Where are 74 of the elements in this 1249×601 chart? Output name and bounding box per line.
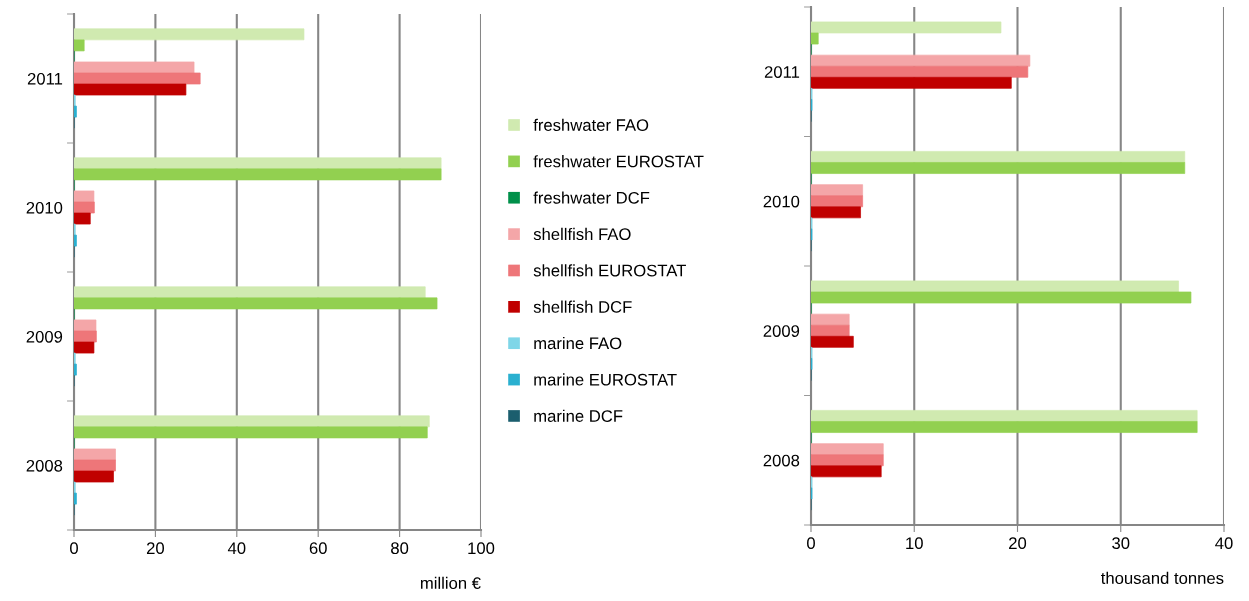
bar <box>74 105 77 118</box>
x-tick-label: 20 <box>1009 537 1027 550</box>
x-tick-label: 10 <box>906 537 923 550</box>
y-tick-label: 2008 <box>26 459 63 472</box>
y-tick-label: 2010 <box>763 195 800 208</box>
legend-label: shellfish EUROSTAT <box>533 264 686 277</box>
bar <box>811 162 1186 174</box>
bar <box>74 415 430 428</box>
bar <box>811 32 819 45</box>
bar <box>74 319 97 332</box>
bar <box>811 313 850 326</box>
bar <box>811 65 1029 78</box>
bar <box>811 410 1198 422</box>
x-tick-label: 40 <box>227 542 246 555</box>
bar <box>74 168 442 181</box>
bar <box>74 212 91 225</box>
bar <box>811 280 1179 293</box>
x-tick-label: 100 <box>468 542 495 555</box>
legend-label: marine DCF <box>534 409 623 422</box>
x-tick-label: 80 <box>391 542 409 555</box>
bar <box>811 465 882 478</box>
bar <box>74 61 195 74</box>
bar <box>811 443 884 456</box>
bar <box>74 83 187 96</box>
bar <box>74 286 426 299</box>
bar <box>811 184 863 197</box>
bar <box>811 195 863 208</box>
bar <box>74 28 305 41</box>
bar <box>74 459 116 472</box>
bar <box>74 448 116 461</box>
legend-label: freshwater EUROSTAT <box>533 155 704 168</box>
y-tick-label: 2009 <box>26 330 63 343</box>
bar <box>74 470 114 483</box>
bar <box>74 190 95 203</box>
x-tick-label: 30 <box>1112 537 1130 550</box>
bar <box>74 39 85 52</box>
bar <box>811 206 861 219</box>
x-tick-label: 20 <box>146 542 165 555</box>
x-axis-title: thousand tonnes <box>1101 571 1224 585</box>
bar <box>811 76 1012 89</box>
bar <box>811 21 1002 34</box>
bar <box>811 291 1192 304</box>
bar <box>811 54 1031 67</box>
legend-label: marine EUROSTAT <box>534 373 677 386</box>
x-tick-label: 0 <box>70 542 78 555</box>
x-axis-title: million € <box>420 576 481 590</box>
y-tick-label: 2009 <box>763 325 800 337</box>
bar <box>811 324 850 337</box>
y-tick-label: 2008 <box>763 454 800 467</box>
bar <box>74 330 97 343</box>
bar <box>811 454 884 467</box>
legend-label: shellfish DCF <box>533 300 632 313</box>
bar <box>74 234 77 247</box>
x-tick-label: 40 <box>1215 537 1233 550</box>
bar <box>74 363 77 376</box>
bar <box>74 426 428 439</box>
legend-label: freshwater DCF <box>533 191 650 204</box>
y-tick-label: 2011 <box>27 72 63 85</box>
bar <box>74 72 201 85</box>
bar <box>74 492 77 505</box>
bar <box>811 151 1186 163</box>
bar <box>811 421 1198 433</box>
bar <box>74 157 442 170</box>
y-tick-label: 2010 <box>26 201 63 214</box>
x-tick-label: 60 <box>309 542 327 555</box>
legend-label: shellfish FAO <box>533 227 631 241</box>
y-tick-label: 2011 <box>764 66 800 78</box>
bar <box>74 341 95 354</box>
bar <box>811 335 854 348</box>
bar <box>74 297 438 310</box>
x-tick-label: 0 <box>807 537 815 550</box>
bar <box>74 201 95 214</box>
legend-label: freshwater FAO <box>533 118 649 131</box>
legend-label: marine FAO <box>534 336 622 350</box>
